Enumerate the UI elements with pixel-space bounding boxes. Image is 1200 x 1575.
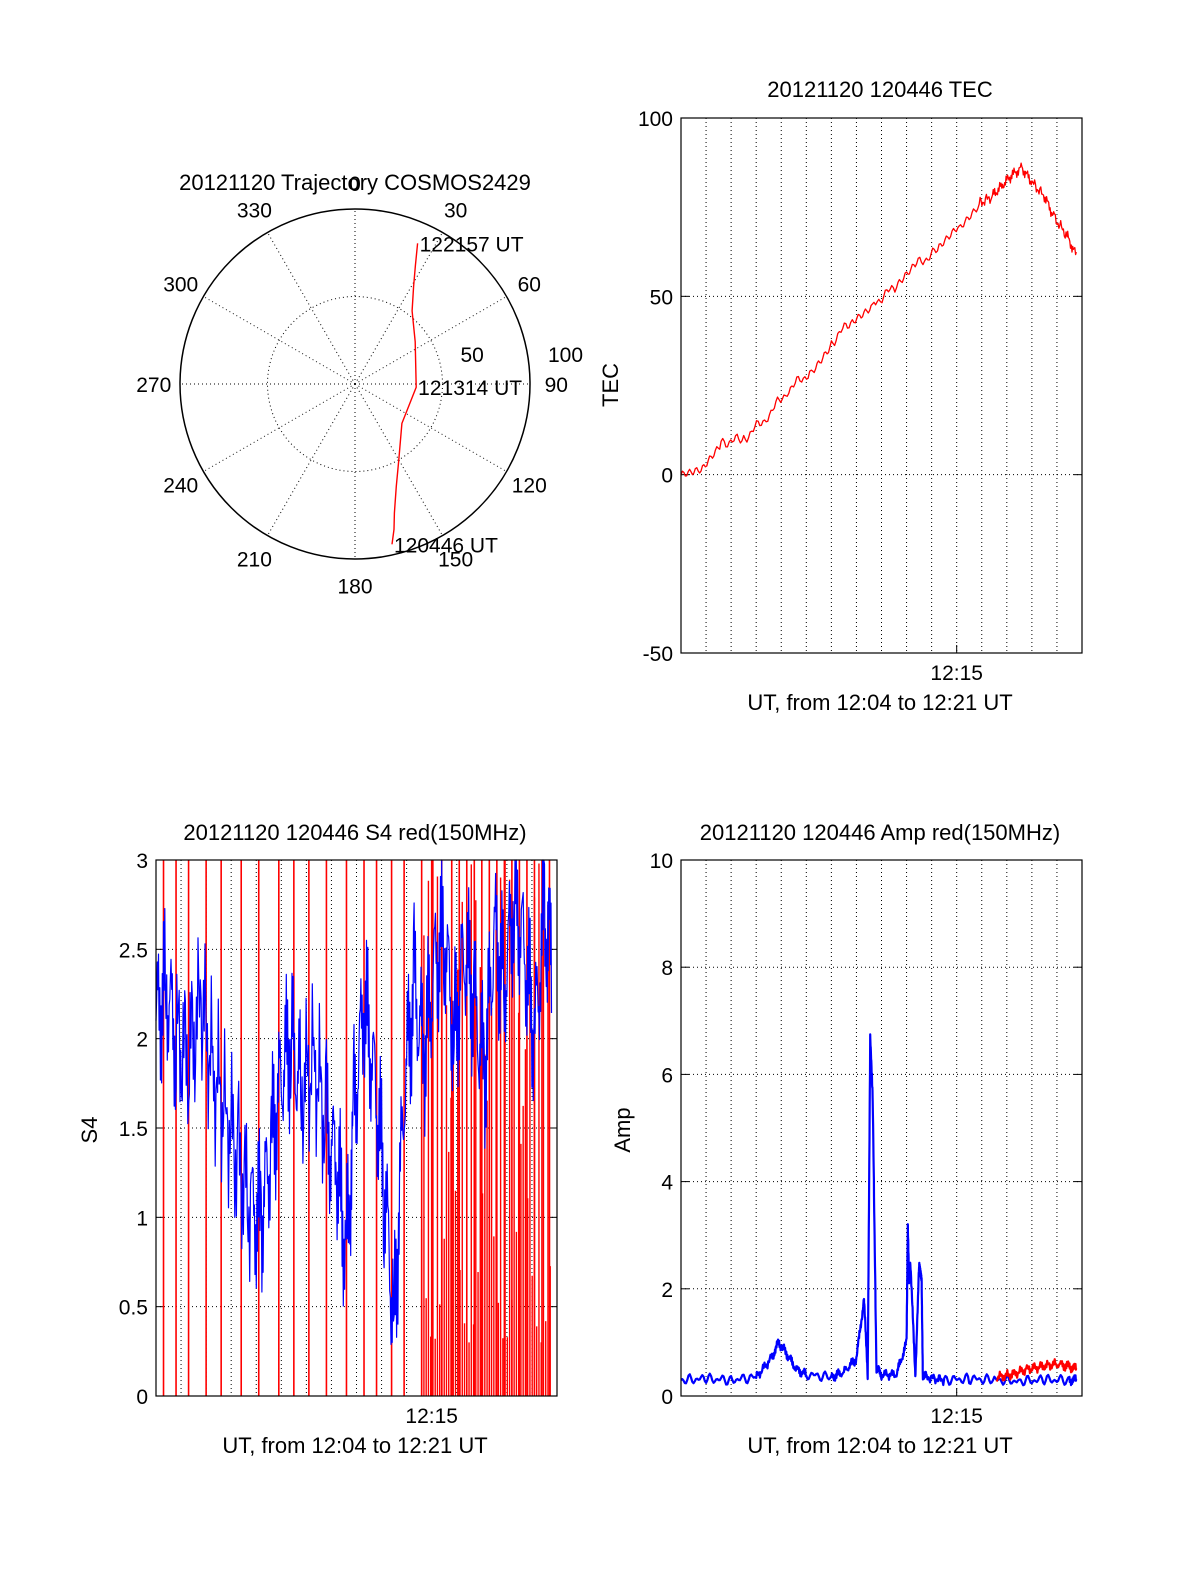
x-tick-label: 12:15 xyxy=(405,1405,458,1428)
y-tick-label: 100 xyxy=(638,108,673,131)
y-tick-label: 1.5 xyxy=(119,1118,148,1141)
polar-radial-labels: 50 100 xyxy=(461,344,584,367)
plot-frame xyxy=(680,859,1083,1397)
polar-angle-label: 210 xyxy=(237,548,272,571)
s4-xlabel: UT, from 12:04 to 12:21 UT xyxy=(222,1433,487,1458)
polar-angle-label: 240 xyxy=(163,475,198,498)
polar-angle-label: 300 xyxy=(163,273,198,296)
tec-plot-area: 100 50 0 -50 12:15 xyxy=(638,108,1083,685)
s4-title: 20121120 120446 S4 red(150MHz) xyxy=(183,820,526,845)
series-line xyxy=(995,1358,1078,1382)
y-tick-label: 10 xyxy=(650,850,673,873)
trajectory-series xyxy=(391,243,419,545)
trajectory-time-label: 120446 UT xyxy=(394,534,498,557)
tec-title: 20121120 120446 TEC xyxy=(767,77,993,102)
trajectory-time-label: 121314 UT xyxy=(418,377,522,400)
y-tick-label: 4 xyxy=(661,1172,673,1195)
trajectory-time-label: 122157 UT xyxy=(420,233,524,256)
y-tick-label: 3 xyxy=(136,850,148,873)
x-tick-label: 12:15 xyxy=(930,662,983,685)
polar-angle-labels: 0 30 60 90 120 150 180 210 240 270 300 330 xyxy=(136,173,568,599)
polar-outer-ring xyxy=(179,208,531,560)
amp-plot: 20121120 120446 Amp red(150MHz) UT, from… xyxy=(610,820,1083,1458)
amp-title: 20121120 120446 Amp red(150MHz) xyxy=(700,820,1060,845)
y-tick-label: 2.5 xyxy=(119,939,148,962)
x-tick-label: 12:15 xyxy=(930,1405,983,1428)
polar-spoke xyxy=(267,232,356,385)
y-tick-label: 0 xyxy=(661,465,673,488)
polar-radial-label: 100 xyxy=(548,344,583,367)
y-tick-label: 50 xyxy=(650,286,673,309)
polar-grid xyxy=(179,208,531,560)
amp-xlabel: UT, from 12:04 to 12:21 UT xyxy=(747,1433,1012,1458)
y-tick-label: 1 xyxy=(136,1207,148,1230)
series-line xyxy=(680,1033,1078,1387)
s4-ylabel: S4 xyxy=(77,1117,102,1144)
polar-ring-50 xyxy=(267,296,443,472)
polar-spoke xyxy=(267,383,356,536)
polar-angle-label: 180 xyxy=(337,575,372,598)
tec-xlabel: UT, from 12:04 to 12:21 UT xyxy=(747,690,1012,715)
y-tick-label: 0 xyxy=(136,1386,148,1409)
tec-ylabel: TEC xyxy=(598,363,623,407)
s4-plot-area: 3 2.5 2 1.5 1 0.5 0 12:15 xyxy=(119,850,558,1428)
polar-angle-label: 270 xyxy=(136,374,171,397)
series-line xyxy=(155,859,553,1345)
amp-plot-area: 10 8 6 4 2 0 12:15 xyxy=(650,850,1083,1428)
s4-plot: 20121120 120446 S4 red(150MHz) UT, from … xyxy=(77,820,558,1458)
trajectory-polar-plot: 20121120 Trajectory COSMOS2429 0 30 60 90 12… xyxy=(136,170,583,598)
polar-radial-label: 50 xyxy=(461,344,484,367)
plot-frame xyxy=(680,117,1083,654)
y-tick-label: 2 xyxy=(136,1029,148,1052)
polar-angle-label: 0 xyxy=(349,173,361,196)
y-tick-label: 8 xyxy=(661,957,673,980)
polar-angle-label: 120 xyxy=(512,475,547,498)
polar-angle-label: 150 xyxy=(438,548,473,571)
trajectory-line xyxy=(391,243,419,545)
series-line xyxy=(680,162,1077,477)
tec-plot: 20121120 120446 TEC UT, from 12:04 to 12… xyxy=(598,77,1083,715)
polar-angle-label: 60 xyxy=(518,273,541,296)
trajectory-annotations: 122157 UT 121314 UT 120446 UT xyxy=(394,233,524,557)
amp-ylabel: Amp xyxy=(610,1107,635,1152)
y-tick-label: -50 xyxy=(643,643,673,666)
polar-spoke xyxy=(354,296,507,385)
y-tick-label: 0 xyxy=(661,1386,673,1409)
polar-angle-label: 30 xyxy=(444,200,467,223)
polar-angle-label: 90 xyxy=(545,374,568,397)
y-tick-label: 0.5 xyxy=(119,1297,148,1320)
y-tick-label: 6 xyxy=(661,1064,673,1087)
y-tick-label: 2 xyxy=(661,1279,673,1302)
plot-frame xyxy=(155,859,558,1397)
trajectory-title: 20121120 Trajectory COSMOS2429 xyxy=(179,170,531,195)
polar-angle-label: 330 xyxy=(237,200,272,223)
